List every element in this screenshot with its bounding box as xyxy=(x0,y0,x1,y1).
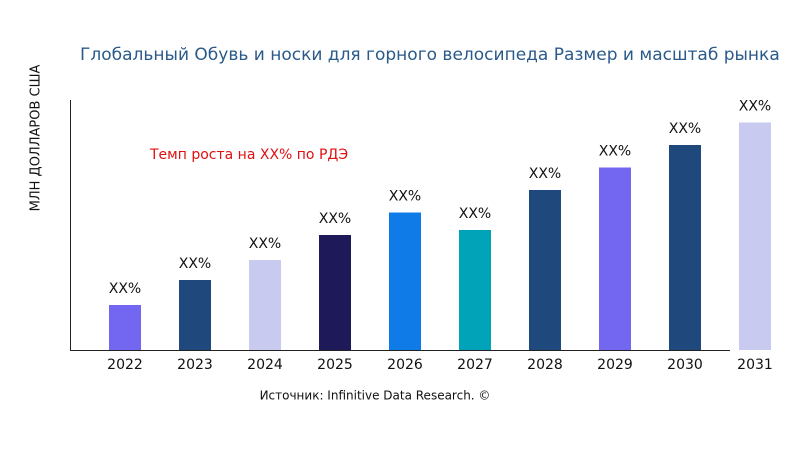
value-label: XX% xyxy=(529,166,561,182)
bar xyxy=(739,122,771,350)
bar xyxy=(249,260,281,350)
chart-title: Глобальный Обувь и носки для горного вел… xyxy=(80,45,780,65)
x-tick-label: 2023 xyxy=(177,357,213,373)
value-label: XX% xyxy=(179,256,211,272)
value-label: XX% xyxy=(109,281,141,297)
x-tick-label: 2025 xyxy=(317,357,353,373)
source: Источник: Infinitive Data Research. © xyxy=(260,389,491,403)
x-tick-label: 2031 xyxy=(737,357,773,373)
bar xyxy=(319,235,351,350)
x-tick-label: 2026 xyxy=(387,357,423,373)
value-label: XX% xyxy=(669,121,701,137)
x-tick-label: 2029 xyxy=(597,357,633,373)
bar xyxy=(389,212,421,350)
bar xyxy=(529,190,561,350)
value-label: XX% xyxy=(739,99,771,115)
bar xyxy=(599,167,631,350)
bar xyxy=(109,305,141,350)
annotation: Темп роста на XX% по РДЭ xyxy=(149,147,348,163)
x-tick-label: 2024 xyxy=(247,357,283,373)
value-label: XX% xyxy=(249,236,281,252)
bar xyxy=(179,280,211,350)
value-label: XX% xyxy=(459,206,491,222)
value-label: XX% xyxy=(319,211,351,227)
x-tick-label: 2030 xyxy=(667,357,703,373)
x-tick-label: 2027 xyxy=(457,357,493,373)
x-tick-label: 2028 xyxy=(527,357,563,373)
bar xyxy=(459,230,491,350)
bar xyxy=(669,145,701,350)
value-label: XX% xyxy=(599,144,631,160)
x-tick-label: 2022 xyxy=(107,357,143,373)
value-label: XX% xyxy=(389,189,421,205)
y-axis-label: МЛН ДОЛЛАРОВ США xyxy=(29,65,44,212)
